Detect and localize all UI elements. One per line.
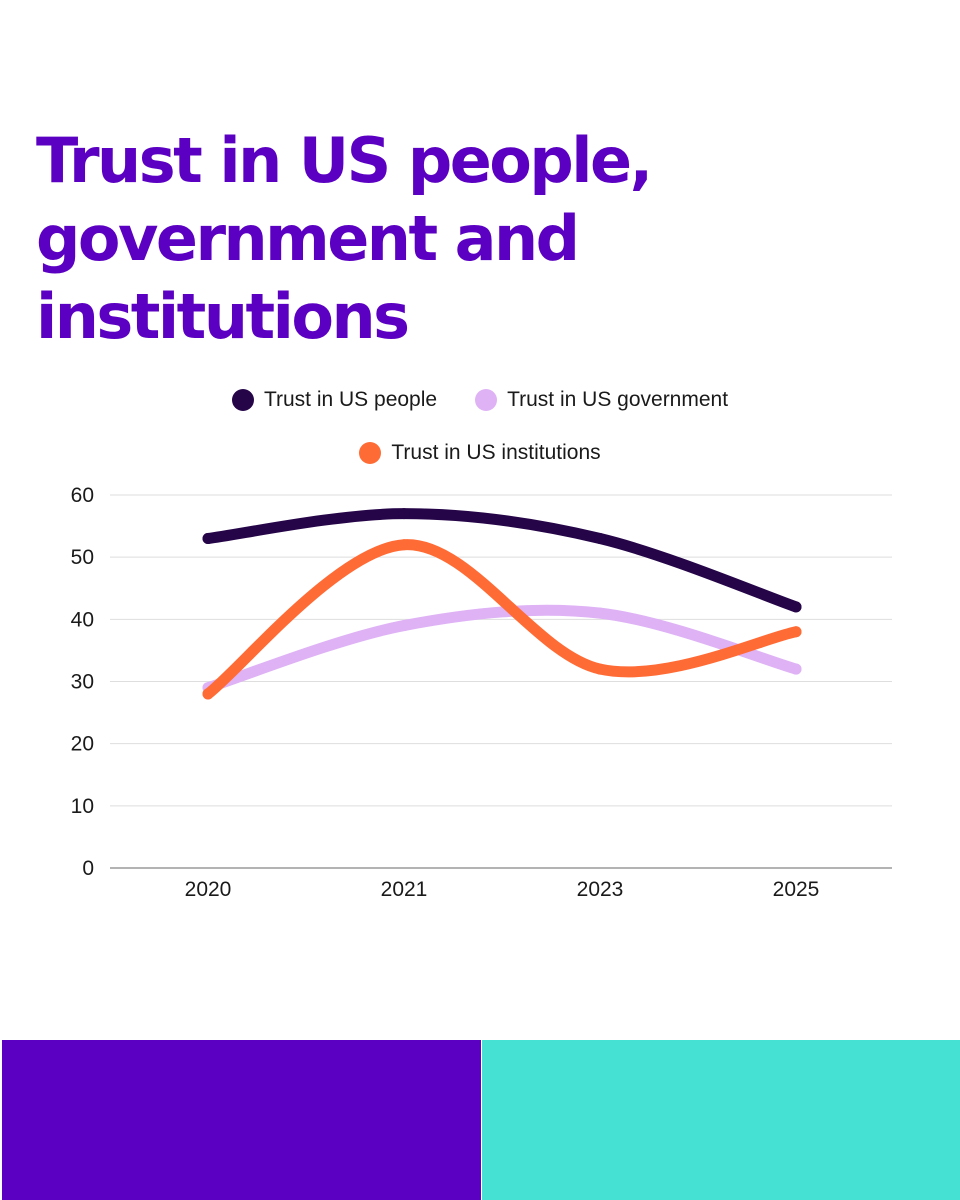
y-tick-label-40: 40 [71,608,94,631]
legend-swatch-institutions [359,442,382,464]
data-point-institutions-2023 [594,663,606,675]
series-line-government [202,604,802,694]
legend-item-government: Trust in US government [475,388,728,412]
x-tick-label-2023: 2023 [577,878,624,901]
y-tick-label-20: 20 [71,733,94,756]
data-point-people-2025 [790,601,802,613]
x-tick-label-2025: 2025 [773,878,820,901]
legend-swatch-government [475,389,498,411]
footer-band-teal [482,1040,960,1200]
data-point-government-2025 [790,663,802,675]
legend-label-institutions: Trust in US institutions [391,441,601,464]
data-point-government-2021 [398,620,410,632]
y-tick-label-10: 10 [71,795,94,818]
data-point-government-2023 [594,607,606,619]
legend-row-1: Trust in US people Trust in US governmen… [0,388,960,412]
legend-swatch-people [231,389,254,411]
y-tick-label-60: 60 [71,484,94,507]
legend-label-people: Trust in US people [263,388,438,411]
data-point-people-2021 [398,508,410,520]
y-tick-label-30: 30 [71,671,94,694]
legend-item-institutions: Trust in US institutions [359,441,601,465]
footer-band-purple [2,1040,481,1200]
line-chart: 0 10 20 30 40 50 60 2020 2021 2023 2025 [71,484,892,901]
data-point-people-2023 [594,533,606,545]
legend-item-people: Trust in US people [231,388,438,412]
data-point-institutions-2025 [790,626,802,638]
y-tick-label-0: 0 [82,857,94,880]
legend-label-government: Trust in US government [507,388,729,411]
series-line-institutions [202,539,802,700]
series-line-people [202,508,802,613]
chart-title: Trust in US people, government and insti… [36,124,653,353]
data-point-institutions-2020 [202,688,214,700]
y-tick-label-50: 50 [71,546,94,569]
x-tick-label-2020: 2020 [185,878,232,901]
legend-row-2: Trust in US institutions [0,441,960,465]
data-point-institutions-2021 [398,539,410,551]
data-point-people-2020 [202,533,214,545]
x-tick-label-2021: 2021 [381,878,428,901]
